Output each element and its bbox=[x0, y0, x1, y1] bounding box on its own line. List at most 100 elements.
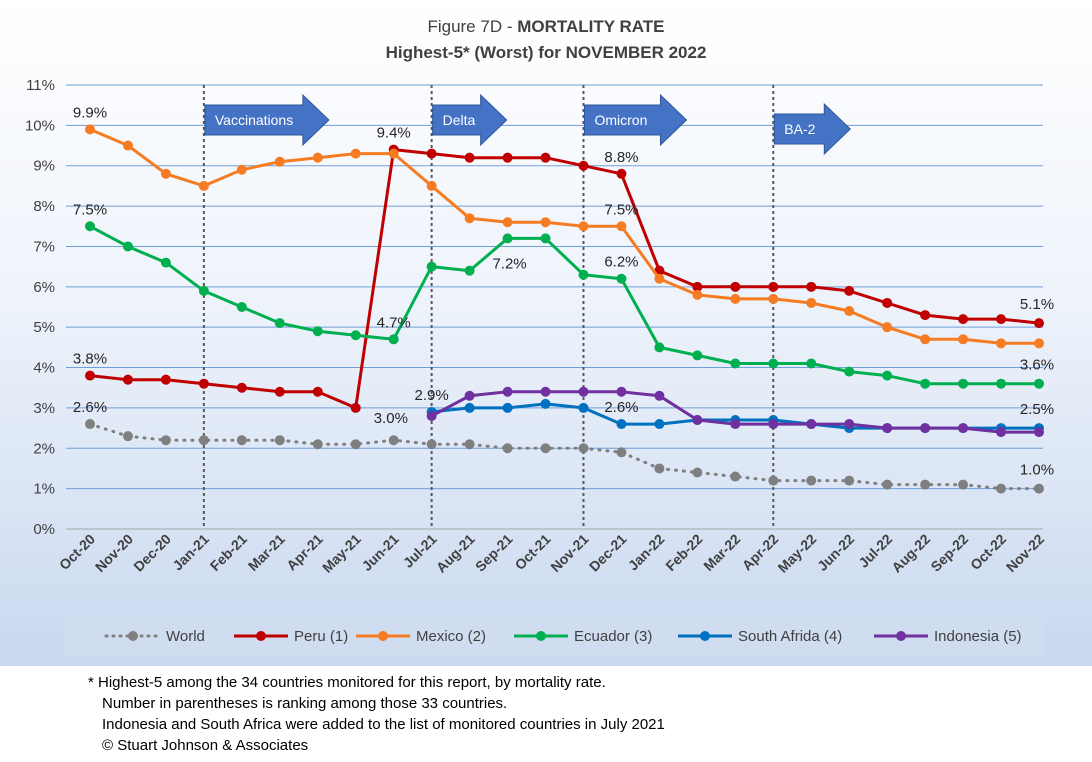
data-point bbox=[920, 479, 931, 490]
data-point bbox=[540, 217, 551, 228]
chart-title: Figure 7D - MORTALITY RATE bbox=[427, 17, 664, 36]
data-label: 2.6% bbox=[73, 399, 107, 416]
data-point bbox=[806, 297, 817, 308]
legend-item-mexico: Mexico (2) bbox=[354, 626, 486, 646]
data-point bbox=[882, 297, 893, 308]
data-point bbox=[274, 386, 285, 397]
data-point bbox=[958, 378, 969, 389]
data-point bbox=[920, 334, 931, 345]
x-tick-label: Nov-22 bbox=[1003, 531, 1047, 575]
x-tick-label: Mar-21 bbox=[245, 531, 288, 574]
data-point bbox=[350, 402, 361, 413]
chart-area: Figure 7D - MORTALITY RATE Highest-5* (Wo… bbox=[0, 0, 1092, 666]
data-point bbox=[844, 475, 855, 486]
footnotes: * Highest-5 among the 34 countries monit… bbox=[88, 672, 1078, 756]
data-point bbox=[920, 423, 931, 434]
data-point bbox=[768, 419, 779, 430]
data-point bbox=[920, 310, 931, 321]
x-tick-label: Oct-20 bbox=[56, 531, 98, 573]
data-point bbox=[996, 483, 1007, 494]
series-line bbox=[89, 148, 1040, 410]
data-point bbox=[236, 435, 247, 446]
data-point bbox=[426, 148, 437, 159]
data-point bbox=[540, 398, 551, 409]
data-point bbox=[122, 374, 133, 385]
data-point bbox=[958, 423, 969, 434]
x-tick-label: Jun-21 bbox=[359, 531, 402, 574]
data-point bbox=[654, 273, 665, 284]
legend-item-ecuador: Ecuador (3) bbox=[512, 626, 652, 646]
y-tick-label: 11% bbox=[26, 77, 55, 94]
x-tick-label: Oct-22 bbox=[967, 531, 1009, 573]
data-point bbox=[768, 293, 779, 304]
y-tick-label: 0% bbox=[33, 521, 55, 538]
data-label: 1.0% bbox=[1020, 462, 1054, 479]
x-tick-label: Dec-21 bbox=[586, 531, 630, 575]
data-point bbox=[540, 386, 551, 397]
data-point bbox=[540, 233, 551, 244]
event-arrow bbox=[583, 93, 688, 147]
data-point bbox=[996, 338, 1007, 349]
data-point bbox=[578, 269, 589, 280]
data-point bbox=[85, 419, 95, 430]
data-point bbox=[160, 168, 171, 179]
data-point bbox=[730, 358, 741, 369]
data-point bbox=[692, 289, 703, 300]
data-point bbox=[616, 273, 627, 284]
x-tick-label: Jun-22 bbox=[814, 531, 857, 574]
data-point bbox=[350, 439, 361, 450]
y-tick-label: 10% bbox=[25, 117, 55, 134]
data-label: 7.5% bbox=[73, 201, 107, 218]
legend-label: Ecuador (3) bbox=[574, 627, 653, 645]
data-point bbox=[654, 342, 665, 353]
data-label: 9.4% bbox=[377, 125, 411, 142]
data-point bbox=[730, 281, 741, 292]
x-tick-label: Nov-21 bbox=[547, 531, 591, 575]
legend-item-peru: Peru (1) bbox=[232, 626, 348, 646]
data-point bbox=[350, 148, 361, 159]
data-point bbox=[274, 318, 285, 329]
chart-subtitle: Highest-5* (Worst) for NOVEMBER 2022 bbox=[386, 43, 707, 62]
data-point bbox=[236, 302, 247, 312]
legend-item-indonesia: Indonesia (5) bbox=[872, 626, 1022, 646]
series-line bbox=[88, 422, 1041, 491]
y-tick-label: 3% bbox=[33, 400, 55, 417]
x-tick-label: May-21 bbox=[319, 531, 364, 576]
data-point bbox=[274, 435, 285, 446]
data-point bbox=[502, 152, 513, 163]
x-tick-label: Apr-21 bbox=[283, 531, 326, 574]
footnote-line: * Highest-5 among the 34 countries monit… bbox=[88, 674, 606, 691]
data-point bbox=[616, 419, 627, 430]
data-point bbox=[312, 386, 323, 397]
data-label: 2.6% bbox=[604, 399, 638, 416]
data-point bbox=[388, 334, 399, 345]
data-point bbox=[578, 386, 589, 397]
data-point bbox=[1034, 427, 1044, 438]
series-line bbox=[89, 128, 1039, 345]
data-point bbox=[350, 330, 361, 341]
data-point bbox=[768, 281, 779, 292]
event-label: BA-2 bbox=[784, 121, 815, 137]
data-label: 6.2% bbox=[604, 254, 638, 271]
footnote-line: Number in parentheses is ranking among t… bbox=[102, 695, 508, 712]
data-label: 5.1% bbox=[1020, 296, 1054, 313]
mortality-line-chart: Figure 7D - MORTALITY RATE Highest-5* (Wo… bbox=[25, 17, 1054, 576]
x-tick-label: Jan-21 bbox=[169, 531, 212, 574]
data-point bbox=[540, 443, 551, 454]
data-point bbox=[464, 265, 475, 276]
data-point bbox=[85, 221, 95, 232]
data-label: 2.5% bbox=[1020, 401, 1054, 418]
data-point bbox=[1034, 483, 1044, 494]
data-point bbox=[388, 435, 399, 446]
y-tick-label: 9% bbox=[33, 158, 55, 175]
data-point bbox=[122, 431, 133, 442]
data-point bbox=[502, 233, 513, 244]
legend: World Peru (1) Mexico (2) Ecuador (3) So… bbox=[64, 616, 1045, 656]
data-point bbox=[85, 370, 95, 381]
data-point bbox=[122, 241, 133, 252]
legend-label: Peru (1) bbox=[294, 627, 349, 645]
data-point bbox=[882, 322, 893, 333]
data-point bbox=[274, 156, 285, 167]
data-point bbox=[806, 475, 817, 486]
x-tick-label: Aug-22 bbox=[888, 531, 933, 576]
